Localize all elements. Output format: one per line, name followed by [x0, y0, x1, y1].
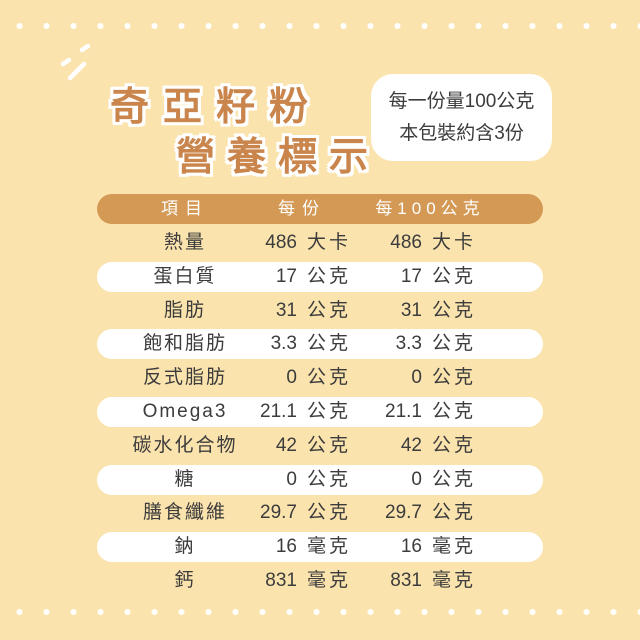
row-value-per-serving: 0 [286, 367, 297, 389]
row-unit-per-100g: 公克 [432, 265, 477, 287]
row-unit-per-100g: 公克 [432, 468, 477, 490]
row-value-per-100g: 486 [390, 232, 422, 253]
row-unit-per-serving: 毫克 [307, 569, 352, 591]
row-unit-per-serving: 公克 [307, 367, 352, 389]
header-per-100g: 每100公克 [375, 199, 485, 218]
table-row: 反式脂肪 0 公克 0 公克 [97, 363, 543, 393]
row-unit-per-100g: 公克 [432, 400, 477, 422]
row-unit-per-serving: 公克 [307, 333, 352, 355]
row-unit-per-serving: 公克 [307, 434, 352, 456]
dotted-border-top [0, 22, 640, 30]
table-row: 碳水化合物 42 公克 42 公克 [97, 431, 543, 461]
row-value-per-serving: 3.3 [270, 333, 297, 355]
row-label: 膳食纖維 [142, 502, 227, 524]
row-unit-per-serving: 公克 [307, 265, 352, 287]
servings-per-package-text: 本包裝約含3份 [399, 122, 524, 144]
row-value-per-serving: 17 [275, 265, 297, 287]
row-unit-per-100g: 毫克 [432, 569, 477, 591]
row-label: 鈣 [174, 569, 196, 591]
row-unit-per-100g: 公克 [432, 502, 477, 524]
row-unit-per-serving: 公克 [307, 468, 352, 490]
row-value-per-100g: 831 [390, 569, 422, 591]
row-label: 蛋白質 [153, 265, 217, 287]
row-value-per-100g: 42 [400, 434, 422, 456]
row-value-per-100g: 21.1 [385, 400, 422, 422]
row-value-per-100g: 0 [411, 468, 422, 490]
row-value-per-serving: 21.1 [260, 400, 297, 422]
row-value-per-100g: 3.3 [395, 333, 422, 355]
dotted-border-bottom [0, 608, 640, 616]
table-row: Omega3 21.1 公克 21.1 公克 [97, 396, 543, 427]
row-unit-per-100g: 毫克 [432, 536, 477, 558]
header-per-serving: 每份 [278, 199, 326, 218]
row-unit-per-serving: 毫克 [307, 536, 352, 558]
row-value-per-100g: 17 [400, 265, 422, 287]
row-unit-per-100g: 公克 [432, 367, 477, 389]
header-item: 項目 [161, 199, 209, 218]
table-body: 熱量 486 大卡 486 大卡 蛋白質 17 公克 17 公克 脂肪 31 公… [97, 228, 543, 596]
table-row: 蛋白質 17 公克 17 公克 [97, 261, 543, 292]
row-label: Omega3 [142, 400, 228, 422]
sparkle-icon [60, 44, 91, 81]
row-value-per-serving: 42 [275, 434, 297, 456]
table-row: 鈉 16 毫克 16 毫克 [97, 532, 543, 563]
serving-size-text: 每一份量100公克 [388, 90, 535, 112]
row-label: 反式脂肪 [142, 367, 227, 389]
row-unit-per-100g: 公克 [432, 299, 477, 321]
table-row: 糖 0 公克 0 公克 [97, 464, 543, 495]
row-unit-per-serving: 公克 [307, 299, 352, 321]
row-value-per-serving: 29.7 [260, 502, 297, 524]
row-unit-per-100g: 公克 [432, 333, 477, 355]
row-unit-per-serving: 公克 [307, 400, 352, 422]
serving-info-box: 每一份量100公克 本包裝約含3份 [371, 74, 552, 161]
row-value-per-100g: 31 [400, 299, 422, 321]
row-value-per-serving: 486 [265, 232, 297, 253]
table-row: 飽和脂肪 3.3 公克 3.3 公克 [97, 329, 543, 360]
row-value-per-100g: 0 [411, 367, 422, 389]
row-unit-per-serving: 大卡 [307, 232, 352, 253]
table-row: 鈣 831 毫克 831 毫克 [97, 566, 543, 596]
row-label: 脂肪 [163, 299, 206, 321]
row-label: 熱量 [163, 232, 206, 253]
row-value-per-serving: 31 [275, 299, 297, 321]
row-value-per-serving: 16 [275, 536, 297, 558]
table-row: 脂肪 31 公克 31 公克 [97, 296, 543, 326]
row-label: 飽和脂肪 [142, 333, 227, 355]
row-label: 鈉 [174, 536, 196, 558]
table-row: 膳食纖維 29.7 公克 29.7 公克 [97, 498, 543, 528]
row-label: 碳水化合物 [132, 434, 238, 456]
row-unit-per-serving: 公克 [307, 502, 352, 524]
row-label: 糖 [174, 468, 196, 490]
row-value-per-serving: 0 [286, 468, 297, 490]
row-value-per-100g: 29.7 [385, 502, 422, 524]
product-title: 奇亞籽粉 [110, 86, 323, 129]
row-unit-per-100g: 公克 [432, 434, 477, 456]
label-subtitle: 營養標示 [176, 136, 381, 179]
row-value-per-100g: 16 [400, 536, 422, 558]
row-unit-per-100g: 大卡 [432, 232, 477, 253]
nutrition-table: 項目 每份 每100公克 熱量 486 大卡 486 大卡 蛋白質 17 公克 … [97, 194, 543, 600]
row-value-per-serving: 831 [265, 569, 297, 591]
table-row: 熱量 486 大卡 486 大卡 [97, 228, 543, 258]
table-header: 項目 每份 每100公克 [97, 194, 543, 224]
